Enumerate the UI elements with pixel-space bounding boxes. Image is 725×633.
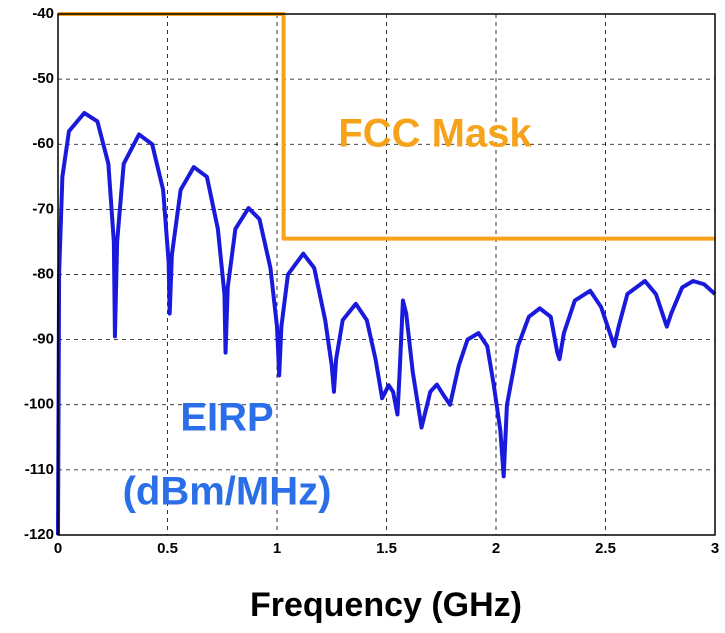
- line-series: [56, 110, 717, 536]
- y-tick-label: -40: [32, 5, 54, 22]
- y-tick-label: -50: [32, 70, 54, 87]
- y-tick-label: -110: [25, 461, 54, 478]
- y-tick-label: -100: [24, 396, 54, 413]
- y-tick-label: -60: [32, 135, 54, 152]
- plot-frame: [57, 13, 716, 536]
- y-tick-label: -90: [32, 331, 54, 348]
- x-tick-label: 2: [492, 540, 500, 557]
- y-tick-label: -120: [24, 526, 54, 543]
- x-tick-label: 3: [711, 540, 719, 557]
- x-axis-label: Frequency (GHz): [250, 586, 522, 624]
- y-tick-label: -70: [32, 200, 54, 217]
- annotation: EIRP: [180, 396, 273, 440]
- x-tick-label: 0.5: [157, 540, 178, 557]
- y-tick-label: -80: [32, 265, 54, 282]
- annotation: FCC Mask: [338, 112, 532, 156]
- x-tick-label: 1: [273, 540, 281, 557]
- x-tick-label: 2.5: [595, 540, 616, 557]
- annotation: (dBm/MHz): [123, 470, 332, 514]
- x-tick-label: 0: [54, 540, 62, 557]
- x-tick-label: 1.5: [376, 540, 397, 557]
